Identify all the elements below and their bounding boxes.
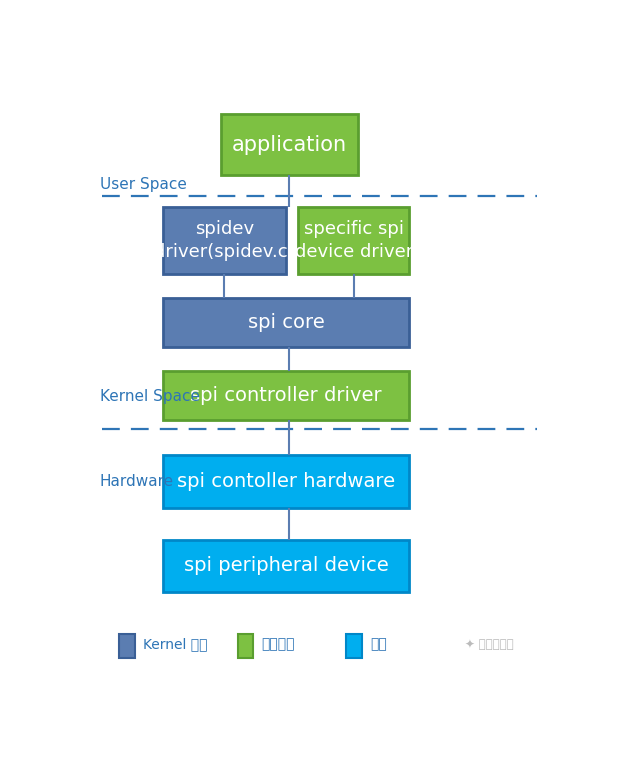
Text: application: application	[232, 135, 347, 154]
Text: User Space: User Space	[100, 176, 187, 192]
Text: spi peripheral device: spi peripheral device	[183, 556, 388, 575]
Text: spidev
driver(spidev.c): spidev driver(spidev.c)	[154, 220, 295, 261]
FancyBboxPatch shape	[163, 207, 286, 275]
FancyBboxPatch shape	[221, 114, 358, 176]
Text: specific spi
device driver: specific spi device driver	[295, 220, 413, 261]
FancyBboxPatch shape	[346, 634, 362, 658]
Text: ✦ 大鱼嵌入式: ✦ 大鱼嵌入式	[465, 638, 514, 651]
Text: 硬件: 硬件	[371, 637, 388, 652]
FancyBboxPatch shape	[163, 455, 409, 508]
Text: spi contoller hardware: spi contoller hardware	[177, 472, 395, 491]
FancyBboxPatch shape	[238, 634, 253, 658]
Text: Kernel Space: Kernel Space	[100, 389, 200, 404]
Text: Kernel 原生: Kernel 原生	[144, 637, 208, 652]
Text: 厂商实现: 厂商实现	[262, 637, 295, 652]
Text: Hardware: Hardware	[100, 474, 174, 489]
Text: spi controller driver: spi controller driver	[190, 386, 382, 405]
FancyBboxPatch shape	[163, 371, 409, 420]
FancyBboxPatch shape	[163, 298, 409, 347]
Text: spi core: spi core	[248, 313, 324, 332]
FancyBboxPatch shape	[298, 207, 409, 275]
FancyBboxPatch shape	[163, 540, 409, 592]
FancyBboxPatch shape	[119, 634, 135, 658]
